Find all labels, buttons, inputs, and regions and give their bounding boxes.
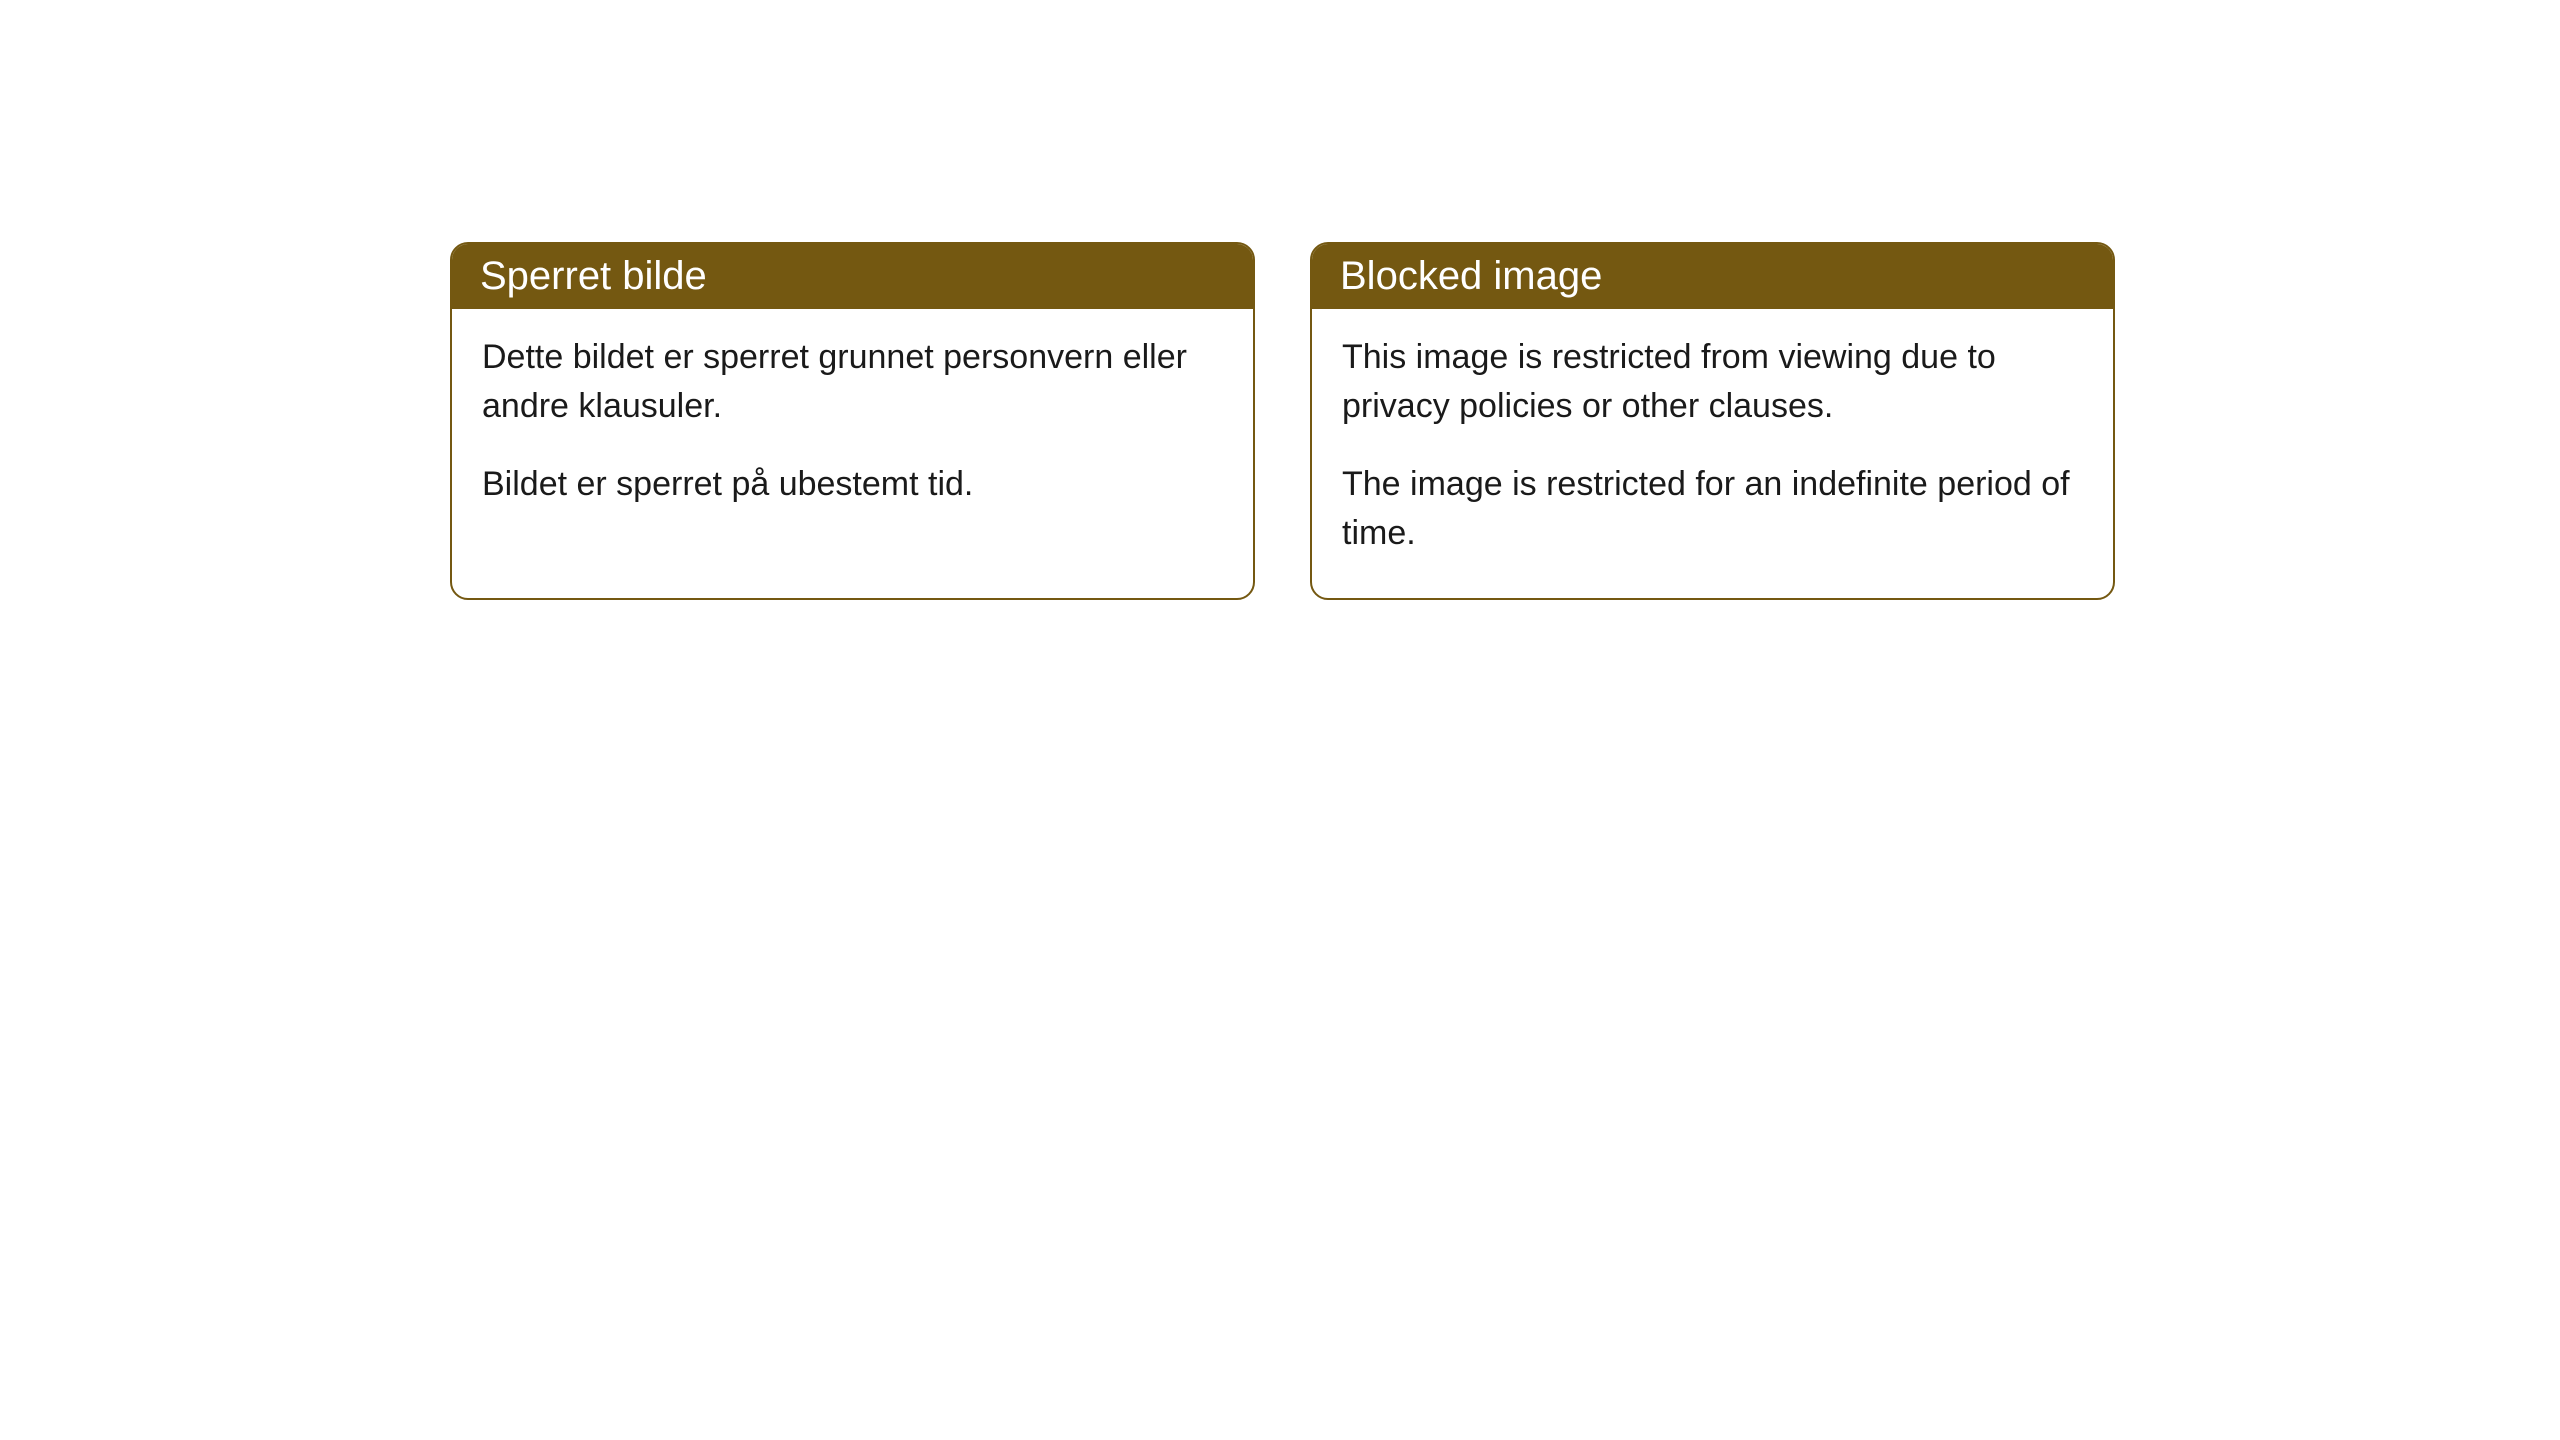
- card-body: This image is restricted from viewing du…: [1312, 309, 2113, 598]
- card-paragraph-2: The image is restricted for an indefinit…: [1342, 460, 2083, 559]
- card-body: Dette bildet er sperret grunnet personve…: [452, 309, 1253, 549]
- card-title: Sperret bilde: [480, 254, 707, 298]
- blocked-image-card-english: Blocked image This image is restricted f…: [1310, 242, 2115, 600]
- card-header: Sperret bilde: [452, 244, 1253, 309]
- cards-container: Sperret bilde Dette bildet er sperret gr…: [450, 242, 2115, 600]
- card-paragraph-2: Bildet er sperret på ubestemt tid.: [482, 460, 1223, 509]
- blocked-image-card-norwegian: Sperret bilde Dette bildet er sperret gr…: [450, 242, 1255, 600]
- card-paragraph-1: Dette bildet er sperret grunnet personve…: [482, 333, 1223, 432]
- card-paragraph-1: This image is restricted from viewing du…: [1342, 333, 2083, 432]
- card-title: Blocked image: [1340, 254, 1602, 298]
- card-header: Blocked image: [1312, 244, 2113, 309]
